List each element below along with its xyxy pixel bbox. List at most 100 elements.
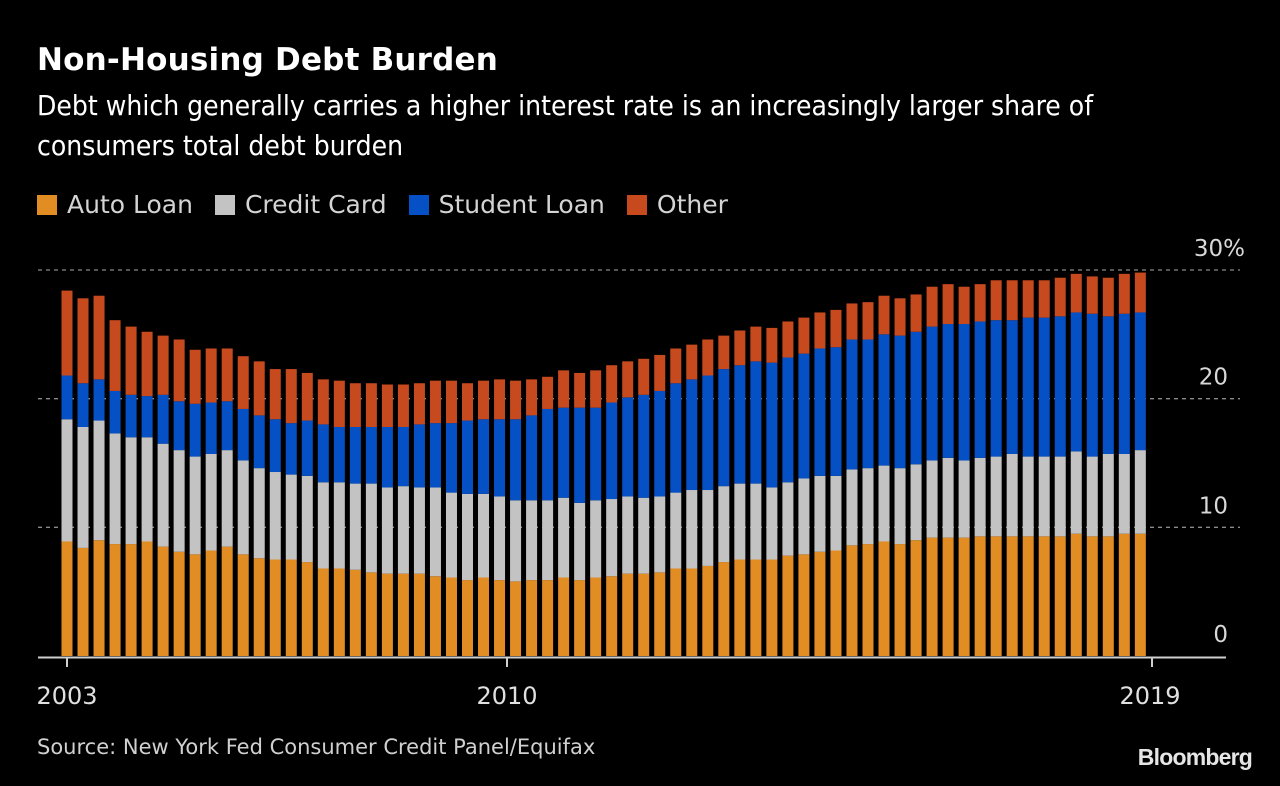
bar-segment-other [1038,280,1050,318]
bar-stack [462,383,473,656]
bar-segment-credit-card [1134,450,1146,534]
bar-segment-student-loan [1006,320,1018,454]
bar-stack [1054,277,1066,656]
legend-swatch-auto-loan [37,194,57,215]
bar-segment-other [510,380,522,420]
bar-segment-auto-loan [1118,533,1130,656]
bar-segment-auto-loan [269,559,281,656]
bar-stack [1086,276,1098,656]
bar-segment-auto-loan [734,559,746,656]
bar-stack [542,376,554,656]
bar-segment-student-loan [61,375,73,420]
bar-segment-credit-card [478,493,490,578]
bar-segment-auto-loan [494,580,506,656]
bar-segment-credit-card [654,496,666,573]
x-tick-label-2019: 2019 [1119,682,1180,710]
bar-segment-student-loan [686,379,698,491]
bar-segment-auto-loan [397,573,409,656]
bar-segment-auto-loan [814,551,826,656]
bar-segment-student-loan [526,415,538,501]
bar-stack [718,335,730,656]
bar-segment-credit-card [237,460,249,555]
bar-stack [381,384,393,656]
bar-stack [253,361,265,656]
bar-segment-student-loan [494,419,506,497]
bar-segment-student-loan [109,390,121,434]
bar-segment-student-loan [1070,312,1082,452]
bar-segment-credit-card [157,443,169,547]
bar-segment-other [574,372,586,408]
bar-segment-student-loan [510,419,522,501]
bar-segment-auto-loan [1134,533,1146,656]
bar-segment-credit-card [510,500,522,582]
bar-segment-auto-loan [974,536,986,656]
bar-stack [1022,280,1034,656]
bar-segment-auto-loan [686,568,698,656]
bar-stack [558,370,570,656]
bar-stack [125,326,137,656]
bar-segment-student-loan [1054,316,1066,457]
bar-segment-credit-card [1086,456,1098,537]
bar-segment-credit-card [1070,451,1082,534]
bar-segment-auto-loan [221,546,233,656]
bar-segment-other [734,330,746,366]
y-tick-label-30: 30% [1194,236,1245,262]
legend-item-student-loan: Student Loan [408,190,605,219]
bar-stack [510,380,522,656]
bar-segment-auto-loan [381,573,393,656]
x-tick-label-2010: 2010 [476,682,537,710]
bar-segment-auto-loan [702,565,714,656]
bar-segment-student-loan [1118,313,1130,454]
bar-segment-other [173,339,185,402]
y-tick-label-0: 0 [1213,622,1228,648]
bar-segment-student-loan [77,383,89,427]
bar-segment-credit-card [766,487,778,560]
bar-segment-other [205,348,217,403]
bar-segment-student-loan [221,401,233,451]
bar-segment-credit-card [141,437,153,542]
bar-segment-credit-card [253,468,265,559]
bar-segment-credit-card [862,468,874,545]
bar-segment-auto-loan [77,547,89,656]
bar-segment-student-loan [285,423,297,475]
bar-segment-student-loan [429,423,441,488]
bar-segment-credit-card [1118,453,1130,534]
bar-segment-credit-card [542,500,554,581]
bar-stack [365,383,377,656]
bar-segment-auto-loan [894,544,906,656]
bar-segment-auto-loan [990,536,1002,656]
bar-segment-credit-card [574,502,586,581]
bar-segment-other [654,354,666,391]
bar-segment-student-loan [622,397,634,497]
bar-segment-credit-card [990,456,1002,537]
bar-segment-credit-card [429,487,441,577]
bar-segment-other [606,365,618,403]
bar-stack [606,365,618,656]
bar-segment-other [558,370,570,408]
legend-item-other: Other [626,190,728,219]
bar-segment-other [718,335,730,370]
bar-segment-other [1006,280,1018,321]
legend-swatch-credit-card [214,194,235,215]
bar-segment-credit-card [1006,453,1018,537]
bar-segment-student-loan [141,396,153,438]
bar-stack [782,321,794,656]
bar-stack [1118,273,1130,656]
bar-segment-other [638,358,650,395]
bar-segment-other [766,327,778,363]
bar-segment-auto-loan [718,562,730,656]
bar-segment-credit-card [173,450,185,552]
bar-segment-other [141,331,153,397]
bar-segment-auto-loan [109,544,121,656]
bar-segment-credit-card [958,460,970,538]
bar-segment-other [413,383,425,425]
bar-segment-credit-card [686,490,698,569]
legend-label-other: Other [656,190,728,219]
bar-segment-credit-card [526,500,538,581]
bar-stack [141,331,153,656]
bar-segment-credit-card [638,497,650,574]
legend-label-credit-card: Credit Card [244,190,387,219]
bar-segment-other [333,380,345,427]
bar-segment-other [77,298,89,384]
bar-stack [686,344,698,656]
